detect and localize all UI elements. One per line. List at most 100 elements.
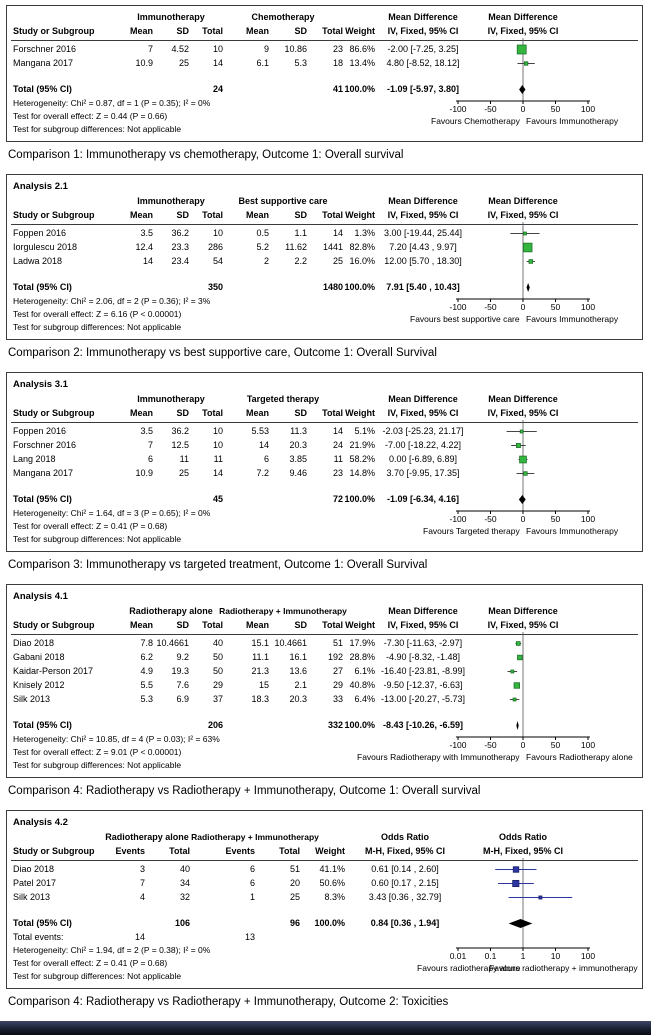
total-diamond	[508, 919, 533, 928]
favours-left-label: Favours best supportive care	[410, 314, 520, 324]
group2-value: 18	[332, 58, 343, 68]
estimate-text: -2.00 [-7.25, 3.25]	[387, 44, 459, 54]
favours-right-label: Favours radiotherapy + immunotherapy	[489, 963, 638, 973]
effect-square	[523, 231, 527, 236]
axis-tick-label: 10	[550, 951, 561, 961]
weight-value: 21.9%	[349, 440, 375, 450]
axis-tick-label: -50	[484, 740, 497, 750]
study-name: Forschner 2016	[13, 440, 77, 450]
effect-square	[516, 443, 521, 448]
effect-square	[512, 866, 520, 873]
group2-value: 5.2	[256, 242, 269, 252]
group1-header: Radiotherapy alone	[105, 832, 189, 842]
effect-square	[513, 682, 520, 689]
effect-square	[517, 654, 523, 661]
effect-square	[515, 641, 521, 646]
group1-header: Immunotherapy	[137, 394, 205, 404]
group2-header: Targeted therapy	[246, 394, 320, 404]
group2-value: 21.3	[251, 666, 269, 676]
header-rule	[11, 40, 638, 41]
total-diamond	[516, 721, 519, 730]
effect-square	[519, 455, 527, 464]
group1-value: 25	[178, 468, 189, 478]
total-events-group2: 13	[244, 932, 255, 942]
effect-square	[528, 259, 534, 264]
total-events-label: Total events:	[13, 932, 64, 942]
group1-header: Immunotherapy	[137, 12, 205, 22]
study-col-header: Study or Subgroup	[13, 408, 95, 418]
effect-square	[512, 697, 517, 702]
axis-tick-label: -100	[449, 104, 467, 114]
group2-value: 5.3	[294, 58, 307, 68]
axis-tick-label: 50	[550, 302, 561, 312]
plot-measure-subheader: IV, Fixed, 95% CI	[487, 408, 559, 418]
group1-value: 9.2	[176, 652, 189, 662]
axis-tick-label: 0.01	[449, 951, 467, 961]
estimate-text: -7.00 [-18.22, 4.22]	[384, 440, 462, 450]
measure-subheader: IV, Fixed, 95% CI	[387, 26, 459, 36]
axis-tick-label: 100	[580, 514, 596, 524]
group2-header: Radiotherapy + Immunotherapy	[219, 606, 347, 616]
group1-value: 10.9	[135, 58, 153, 68]
group2-col-header: SD	[294, 620, 307, 630]
subgroup-differences-note: Test for subgroup differences: Not appli…	[13, 322, 182, 332]
axis-tick-label: 50	[550, 104, 561, 114]
weight-value: 14.8%	[349, 468, 375, 478]
group2-value: 1.1	[294, 228, 307, 238]
total-group1: 45	[212, 494, 223, 504]
study-name: Foppen 2016	[13, 228, 67, 238]
header-rule	[11, 422, 638, 423]
estimate-text: 3.00 [-19.44, 25.44]	[383, 228, 463, 238]
total-estimate-text: -1.09 [-6.34, 4.16]	[386, 494, 460, 504]
panel-caption: Comparison 1: Immunotherapy vs chemother…	[8, 149, 404, 161]
group2-value: 5.53	[251, 426, 269, 436]
group1-header: Immunotherapy	[137, 196, 205, 206]
group2-col-header: Total	[322, 620, 343, 630]
heterogeneity-note: Heterogeneity: Chi² = 2.06, df = 2 (P = …	[13, 296, 211, 306]
total-diamond	[526, 283, 530, 292]
weight-value: 5.1%	[354, 426, 375, 436]
group2-col-header: Total	[279, 846, 300, 856]
group1-col-header: Total	[169, 846, 190, 856]
favours-right-label: Favours Immunotherapy	[526, 314, 619, 324]
plot-measure-subheader: IV, Fixed, 95% CI	[487, 620, 559, 630]
axis-tick-label: -100	[449, 740, 467, 750]
group2-col-header: SD	[294, 26, 307, 36]
group2-value: 20.3	[289, 440, 307, 450]
weight-value: 1.3%	[354, 228, 375, 238]
axis-tick-label: 100	[580, 104, 596, 114]
subgroup-differences-note: Test for subgroup differences: Not appli…	[13, 760, 182, 770]
study-name: Mangana 2017	[13, 468, 74, 478]
effect-square	[538, 895, 543, 900]
effect-square	[512, 879, 520, 888]
weight-value: 86.6%	[349, 44, 375, 54]
group1-value: 36.2	[171, 228, 189, 238]
group2-value: 33	[332, 694, 343, 704]
total-label: Total (95% CI)	[13, 84, 72, 94]
group1-value: 12.5	[171, 440, 189, 450]
group2-value: 11	[333, 454, 343, 464]
group2-col-header: SD	[294, 210, 307, 220]
group2-col-header: Events	[225, 846, 255, 856]
study-name: Diao 2018	[13, 864, 55, 874]
group2-col-header: SD	[294, 408, 307, 418]
measure-header: Mean Difference	[388, 606, 458, 616]
weight-value: 50.6%	[319, 878, 345, 888]
study-col-header: Study or Subgroup	[13, 26, 95, 36]
group1-value: 7.8	[140, 638, 153, 648]
total-diamond	[518, 495, 526, 504]
effect-square	[519, 429, 524, 434]
group2-col-header: Total	[322, 408, 343, 418]
overall-effect-note: Test for overall effect: Z = 6.16 (P < 0…	[13, 309, 182, 319]
heterogeneity-note: Heterogeneity: Chi² = 0.87, df = 1 (P = …	[13, 98, 211, 108]
weight-value: 6.1%	[354, 666, 375, 676]
measure-subheader: IV, Fixed, 95% CI	[387, 408, 459, 418]
subgroup-differences-note: Test for subgroup differences: Not appli…	[13, 534, 182, 544]
group2-value: 1441	[322, 242, 343, 252]
effect-square	[510, 669, 515, 674]
group2-col-header: Mean	[245, 620, 269, 630]
group1-col-header: Events	[115, 846, 145, 856]
total-group2: 332	[327, 720, 343, 730]
group1-value: 286	[207, 242, 223, 252]
